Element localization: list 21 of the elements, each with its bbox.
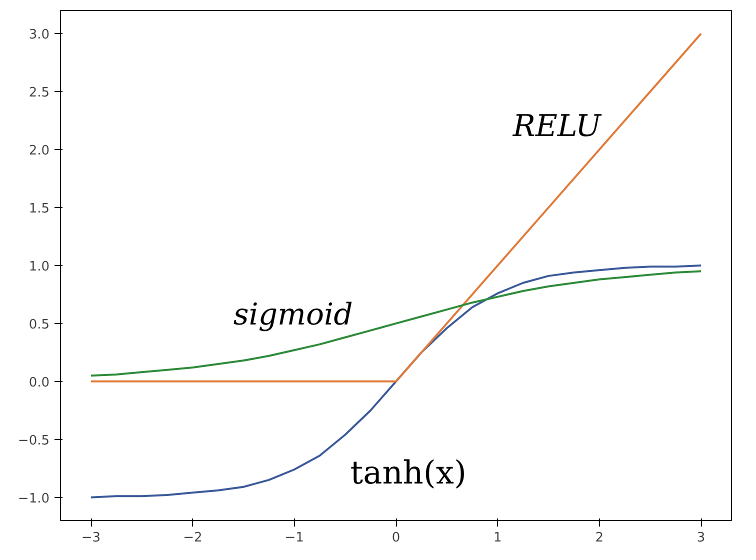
line-series xyxy=(90,270,702,377)
y-tick-label: 0.0 xyxy=(28,375,50,390)
x-tick-label: −1 xyxy=(284,530,304,546)
x-tick-label: 3 xyxy=(696,530,706,546)
y-tick-label: −0.5 xyxy=(18,433,50,448)
line-series xyxy=(90,264,702,498)
y-tick-label: 0.5 xyxy=(28,317,50,332)
series-label: sigmoid xyxy=(233,298,353,333)
y-tick-label: 2.5 xyxy=(28,86,50,101)
y-tick-label: 3.0 xyxy=(28,28,50,43)
y-tick-label: 1.5 xyxy=(28,202,50,217)
y-tick-label: −1.0 xyxy=(18,491,50,506)
series-label: RELU xyxy=(512,108,603,144)
x-tick-label: −3 xyxy=(81,530,101,546)
y-tick-label: 2.0 xyxy=(28,144,50,159)
series-label: tanh(x) xyxy=(350,454,466,492)
x-tick-label: 1 xyxy=(494,530,502,546)
x-tick-label: 0 xyxy=(392,530,400,546)
x-tick-label: −2 xyxy=(183,530,202,546)
x-tick-label: 2 xyxy=(595,530,604,546)
y-tick-label: 1.0 xyxy=(28,260,50,274)
